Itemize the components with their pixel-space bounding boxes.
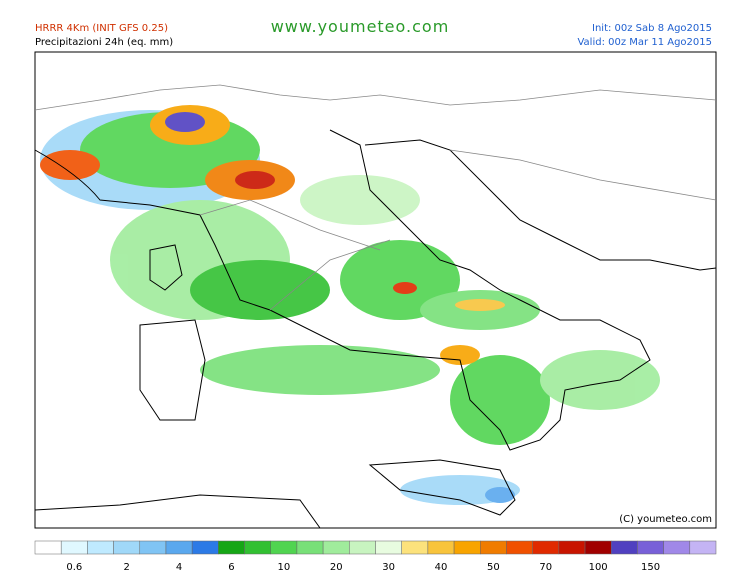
legend-label: 70 (539, 562, 552, 573)
coastlines (34, 129, 717, 529)
legend-label: 20 (330, 562, 343, 573)
precip-areas (40, 105, 660, 505)
legend-swatch (375, 540, 402, 555)
borders (34, 84, 717, 311)
legend-swatch (349, 540, 376, 555)
copyright: (C) youmeteo.com (619, 514, 712, 525)
legend-swatch (453, 540, 481, 555)
legend-swatch (165, 540, 193, 555)
legend-label: 150 (641, 562, 660, 573)
color-legend: 0.6 2 4 6 10 20 30 40 50 70 100 150 (34, 540, 717, 573)
legend-label: 30 (382, 562, 395, 573)
legend-label: 40 (435, 562, 448, 573)
legend-swatch (139, 540, 167, 555)
model-title: HRRR 4Km (INIT GFS 0.25) (35, 23, 168, 34)
legend-swatch (401, 540, 429, 555)
legend-swatch (663, 540, 691, 555)
legend-swatch (34, 540, 62, 555)
valid-time: Valid: 00z Mar 11 Ago2015 (577, 37, 712, 48)
legend-swatch (218, 540, 245, 555)
legend-label: 2 (123, 562, 129, 573)
legend-swatch (610, 540, 638, 555)
legend-swatch (60, 540, 88, 555)
legend-label: 100 (589, 562, 608, 573)
legend-swatch (296, 540, 324, 555)
legend-swatch (584, 540, 612, 555)
legend-swatch (480, 540, 507, 555)
legend-swatch (532, 540, 560, 555)
legend-label: 6 (228, 562, 234, 573)
legend-swatch (427, 540, 455, 555)
legend-swatch (637, 540, 664, 555)
legend-swatch (113, 540, 141, 555)
legend-swatch (87, 540, 114, 555)
legend-label: 0.6 (66, 562, 82, 573)
init-time: Init: 00z Sab 8 Ago2015 (592, 23, 712, 34)
legend-label: 50 (487, 562, 500, 573)
legend-swatch (322, 540, 350, 555)
legend-swatch (558, 540, 586, 555)
legend-swatch (689, 540, 717, 555)
legend-label: 10 (277, 562, 290, 573)
map: (C) youmeteo.com (34, 51, 717, 529)
legend-swatch (191, 540, 219, 555)
subtitle: Precipitazioni 24h (eq. mm) (35, 37, 173, 48)
legend-swatch (244, 540, 271, 555)
site-name: www.youmeteo.com (271, 17, 450, 36)
legend-label: 4 (176, 562, 182, 573)
legend-swatch (270, 540, 298, 555)
legend-swatch (506, 540, 533, 555)
